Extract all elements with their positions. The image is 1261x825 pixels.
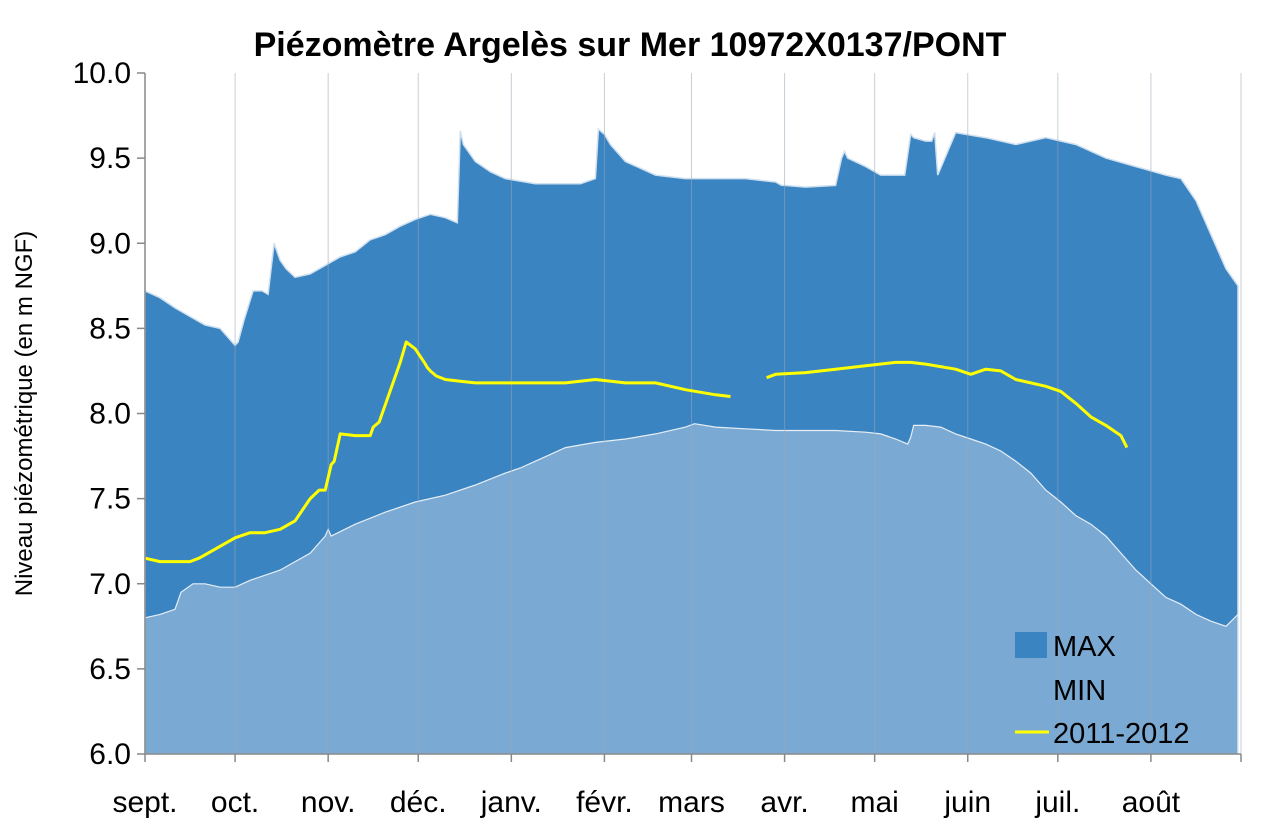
x-tick-label: juin xyxy=(943,786,991,819)
series-2011-2012-line xyxy=(766,360,1129,449)
y-axis-label: Niveau piézométrique (en m NGF) xyxy=(11,231,38,596)
plot-area xyxy=(144,73,1242,755)
x-tick-label: févr. xyxy=(576,786,633,819)
legend: MAX MIN 2011-2012 xyxy=(1015,631,1190,750)
legend-label-min: MIN xyxy=(1053,675,1106,707)
x-tick-label: août xyxy=(1122,786,1181,819)
x-tick-label: sept. xyxy=(112,786,177,819)
y-tick-label: 10.0 xyxy=(73,57,131,90)
y-tick-label: 7.0 xyxy=(89,568,131,601)
x-tick-label: juil. xyxy=(1034,786,1080,819)
y-tick-label: 6.0 xyxy=(89,738,131,771)
y-tick-label: 9.0 xyxy=(89,227,131,260)
legend-swatch-min xyxy=(1015,676,1047,702)
y-tick-label: 6.5 xyxy=(89,653,131,686)
axes: 6.0 6.5 7.0 7.5 8.0 8.5 9.0 9.5 10.0 sept. oct. nov… xyxy=(73,57,1242,819)
legend-swatch-max xyxy=(1015,632,1047,658)
x-tick-label: mars xyxy=(658,786,725,819)
legend-label-max: MAX xyxy=(1053,631,1116,663)
y-tick-label: 8.5 xyxy=(89,312,131,345)
x-tick-label: oct. xyxy=(211,786,259,819)
x-tick-label: mai xyxy=(850,786,898,819)
chart-title: Piézomètre Argelès sur Mer 10972X0137/PO… xyxy=(254,26,1007,64)
y-tick-label: 7.5 xyxy=(89,483,131,516)
y-tick-label: 9.5 xyxy=(89,142,131,175)
x-tick-label: déc. xyxy=(390,786,447,819)
y-tick-label: 8.0 xyxy=(89,398,131,431)
x-tick-label: nov. xyxy=(301,786,355,819)
x-tick-label: avr. xyxy=(760,786,808,819)
x-tick-label: janv. xyxy=(480,786,542,819)
series-2011-2012-line xyxy=(144,340,731,564)
legend-label-2011-2012: 2011-2012 xyxy=(1053,718,1190,750)
